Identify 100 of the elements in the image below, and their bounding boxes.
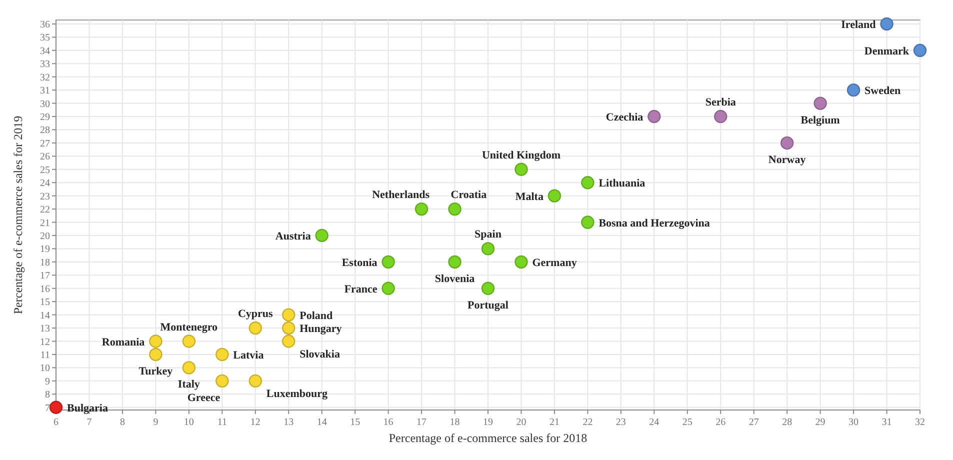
y-tick-label: 31	[40, 86, 50, 97]
x-tick-label: 10	[184, 417, 194, 428]
point	[315, 228, 328, 242]
point	[49, 400, 63, 414]
x-tick-label: 13	[284, 417, 294, 428]
y-tick-label: 26	[40, 152, 50, 163]
y-tick-label: 24	[40, 178, 50, 190]
point	[448, 202, 462, 216]
point	[548, 189, 562, 202]
annotation: United Kingdom	[482, 149, 561, 162]
x-tick-label: 18	[450, 417, 460, 428]
point	[248, 321, 262, 335]
y-tick-label: 12	[40, 336, 50, 348]
y-tick-label: 36	[40, 19, 50, 30]
annotation: Bosna and Herzegovina	[598, 217, 710, 230]
x-tick-label: 11	[217, 417, 227, 428]
point	[282, 308, 296, 322]
y-tick-label: 25	[40, 164, 50, 176]
y-tick-label: 29	[40, 112, 50, 124]
annotation: Lithuania	[598, 178, 646, 190]
x-tick-label: 24	[649, 417, 660, 428]
annotation: Montenegro	[160, 321, 218, 334]
x-tick-label: 29	[815, 417, 826, 428]
x-tick-label: 28	[782, 417, 792, 428]
point	[514, 162, 528, 176]
y-tick-label: 18	[40, 257, 50, 268]
annotation: Latvia	[233, 349, 264, 362]
point	[182, 334, 196, 348]
x-tick-label: 25	[682, 417, 692, 428]
annotation: Turkey	[138, 365, 174, 378]
annotation: Poland	[300, 310, 333, 322]
annotation: Ireland	[841, 18, 876, 31]
y-tick-label: 34	[40, 46, 50, 57]
annotation: Austria	[275, 230, 312, 242]
point	[382, 255, 395, 269]
x-tick-label: 12	[250, 417, 260, 428]
point	[448, 255, 462, 269]
y-tick-label: 14	[40, 310, 50, 322]
point	[282, 321, 296, 335]
y-tick-label: 15	[40, 297, 50, 308]
annotation: Luxembourg	[266, 388, 328, 400]
point	[182, 361, 196, 374]
x-tick-label: 19	[483, 417, 493, 428]
x-tick-label: 6	[54, 417, 58, 428]
y-tick-label: 8	[45, 390, 50, 401]
x-tick-label: 9	[153, 417, 158, 428]
y-tick-label: 23	[40, 191, 50, 202]
x-axis-title: Percentage of e-commerce sales for 2018	[388, 431, 588, 445]
annotation: France	[344, 283, 378, 296]
y-tick-label: 30	[40, 98, 50, 110]
point	[216, 374, 229, 388]
point	[581, 216, 594, 229]
x-tick-label: 20	[516, 417, 526, 428]
point	[282, 334, 296, 348]
x-tick-label: 7	[86, 417, 92, 428]
annotation: Serbia	[705, 96, 736, 109]
y-tick-label: 28	[40, 125, 50, 136]
y-tick-label: 19	[40, 244, 50, 256]
y-axis-title: Percentage of e-commerce sales for 2019	[11, 116, 25, 314]
y-tick-label: 7	[45, 402, 50, 414]
point	[216, 348, 229, 362]
annotation: Greece	[187, 392, 220, 404]
x-tick-label: 15	[350, 417, 360, 428]
annotation: Czechia	[606, 112, 644, 124]
annotation: Estonia	[342, 256, 378, 269]
annotation: Slovakia	[300, 348, 340, 360]
point	[648, 110, 661, 124]
point	[248, 374, 262, 388]
point	[846, 83, 860, 97]
y-tick-label: 27	[40, 138, 50, 150]
x-tick-label: 8	[120, 417, 125, 428]
annotation: Romania	[102, 336, 146, 348]
annotation: Croatia	[450, 189, 488, 202]
x-tick-label: 21	[549, 417, 560, 428]
point	[581, 176, 594, 190]
x-tick-label: 23	[616, 417, 626, 428]
point	[714, 110, 728, 124]
x-tick-label: 14	[316, 417, 327, 428]
x-tick-label: 22	[582, 417, 593, 428]
annotation: Netherlands	[372, 189, 430, 202]
annotation: Belgium	[800, 114, 840, 126]
x-tick-label: 32	[915, 417, 925, 428]
point	[149, 334, 162, 348]
x-tick-label: 27	[748, 417, 759, 428]
annotation: Bulgaria	[67, 402, 108, 414]
annotation: Portugal	[468, 299, 508, 312]
y-tick-label: 10	[40, 363, 50, 374]
y-tick-label: 35	[40, 32, 50, 44]
y-tick-label: 17	[40, 270, 50, 282]
annotation: Italy	[178, 378, 200, 391]
point	[880, 17, 894, 31]
annotation: Malta	[515, 190, 544, 203]
annotation: Slovenia	[434, 272, 476, 285]
annotation: Sweden	[864, 85, 901, 98]
point	[780, 136, 794, 150]
annotation: Norway	[768, 154, 806, 166]
y-tick-label: 13	[40, 324, 50, 335]
x-tick-label: 17	[416, 417, 427, 428]
point	[481, 242, 495, 256]
x-tick-label: 31	[882, 417, 892, 428]
